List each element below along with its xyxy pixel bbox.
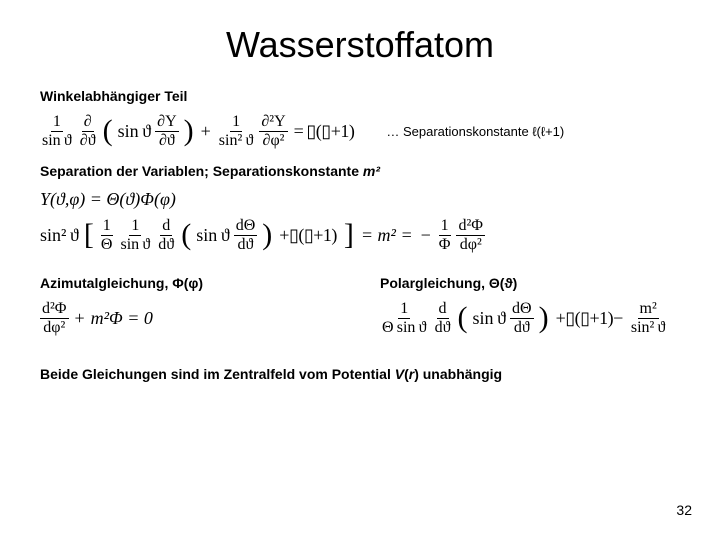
lbrack: [ <box>83 223 95 247</box>
eqpol-frac1: 1 Θ sin ϑ <box>380 301 429 336</box>
two-column: Azimutalgleichung, Φ(φ) d²Φ dφ² + m²Φ = … <box>40 275 680 344</box>
page-number: 32 <box>676 502 692 518</box>
eq1-sin: sin ϑ <box>118 121 152 142</box>
col-azimuthal: Azimutalgleichung, Φ(φ) d²Φ dφ² + m²Φ = … <box>40 275 340 344</box>
equation-separated: sin² ϑ [ 1 Θ 1 sin ϑ d dϑ ( sin ϑ dΘ dϑ … <box>40 218 680 253</box>
rparen3: ) <box>538 306 550 330</box>
eq2b-minus: − <box>419 225 433 246</box>
eq2b-rfrac1: 1 Φ <box>437 218 453 253</box>
azi-heading: Azimutalgleichung, Φ(φ) <box>40 275 340 291</box>
eq2b-frac4: dΘ dϑ <box>234 218 258 253</box>
slide: Wasserstoffatom Winkelabhängiger Teil 1 … <box>0 0 720 540</box>
eq1-frac2: ∂ ∂ϑ <box>78 114 98 149</box>
eq2b-ll: +▯(▯+1) <box>277 225 339 246</box>
rparen2: ) <box>261 223 273 247</box>
eq2b-sin: sin ϑ <box>196 225 230 246</box>
lparen3: ( <box>456 306 468 330</box>
eq2b-rfrac2: d²Φ dφ² <box>456 218 485 253</box>
eqpol-frac2: d dϑ <box>433 301 453 336</box>
eq1-sep-note: … Separationskonstante ℓ(ℓ+1) <box>386 124 564 139</box>
section-separation-heading: Separation der Variablen; Separationskon… <box>40 163 680 179</box>
eqpol-frac4: m² sin² ϑ <box>629 301 668 336</box>
eq1-frac1: 1 sin ϑ <box>40 114 74 149</box>
equation-polar: 1 Θ sin ϑ d dϑ ( sin ϑ dΘ dϑ ) +▯(▯+1)− … <box>380 301 680 336</box>
eqpol-ll: +▯(▯+1)− <box>554 308 625 329</box>
eq2b-frac3: d dϑ <box>156 218 176 253</box>
eq1-frac3: ∂Y ∂ϑ <box>155 114 178 149</box>
eqpol-sin: sin ϑ <box>472 308 506 329</box>
eq1-frac5: ∂²Y ∂φ² <box>259 114 287 149</box>
equation-angular: 1 sin ϑ ∂ ∂ϑ ( sin ϑ ∂Y ∂ϑ ) + 1 sin² ϑ … <box>40 114 680 149</box>
eqazi-frac1: d²Φ dφ² <box>40 301 69 336</box>
eqazi-plus: + <box>73 308 87 329</box>
col-polar: Polargleichung, Θ(ϑ) 1 Θ sin ϑ d dϑ ( si… <box>380 275 680 344</box>
pol-heading: Polargleichung, Θ(ϑ) <box>380 275 680 291</box>
page-title: Wasserstoffatom <box>40 24 680 66</box>
eq2b-frac2: 1 sin ϑ <box>118 218 152 253</box>
eq2b-frac1: 1 Θ <box>99 218 115 253</box>
footer-note: Beide Gleichungen sind im Zentralfeld vo… <box>40 366 680 382</box>
equation-azimuthal: d²Φ dφ² + m²Φ = 0 <box>40 301 340 336</box>
equation-ansatz: Y(ϑ,φ) = Θ(ϑ)Φ(φ) <box>40 189 680 210</box>
lparen: ( <box>102 119 114 143</box>
section-angular-heading: Winkelabhängiger Teil <box>40 88 680 104</box>
lparen2: ( <box>180 223 192 247</box>
plus: + <box>199 121 213 142</box>
eqazi-m2phi: m²Φ = 0 <box>91 308 153 329</box>
eq2b-m2: = m² = <box>359 225 415 246</box>
eq2b-sin2: sin² ϑ <box>40 225 79 246</box>
rparen: ) <box>183 119 195 143</box>
eq1-rhs: = ▯(▯+1) <box>292 121 357 142</box>
eq1-frac4: 1 sin² ϑ <box>217 114 256 149</box>
eq2a-text: Y(ϑ,φ) = Θ(ϑ)Φ(φ) <box>40 189 176 210</box>
eqpol-frac3: dΘ dϑ <box>510 301 534 336</box>
rbrack: ] <box>343 223 355 247</box>
